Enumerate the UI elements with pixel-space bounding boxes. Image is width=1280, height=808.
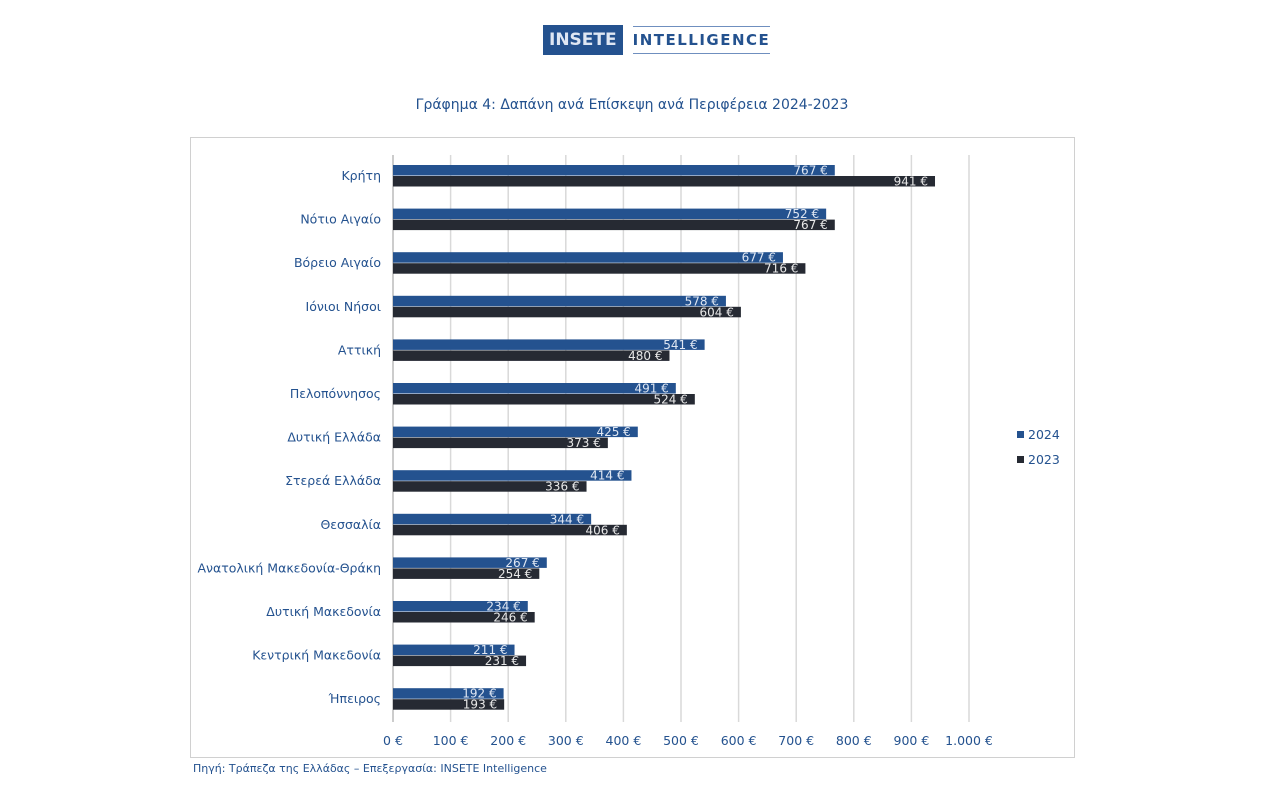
category-label: Ήπειρος	[328, 691, 381, 706]
bar-2023	[393, 612, 535, 623]
bar-2024	[393, 383, 676, 394]
data-label-2024: 767 €	[793, 164, 827, 178]
bar-2023	[393, 394, 695, 405]
data-label-2024: 541 €	[663, 338, 697, 352]
bar-2024	[393, 295, 726, 307]
x-tick-label: 400 €	[606, 733, 642, 748]
logo-mark: INSETE	[543, 25, 623, 55]
bar-2023	[393, 306, 741, 318]
bar-2023	[393, 176, 936, 187]
x-tick-label: 100 €	[433, 733, 469, 748]
data-label-2024: 425 €	[596, 425, 630, 439]
data-label-2023: 716 €	[764, 262, 798, 276]
bar-2023	[393, 219, 835, 231]
data-label-2024: 344 €	[550, 512, 584, 526]
legend-label-2024: 2024	[1028, 427, 1060, 442]
bar-2023	[393, 437, 608, 449]
x-tick-label: 1.000 €	[945, 733, 993, 748]
data-label-2023: 604 €	[700, 305, 734, 319]
category-label: Ανατολική Μακεδονία-Θράκη	[197, 560, 381, 575]
bar-2024	[393, 165, 835, 176]
bar-2023	[393, 263, 806, 274]
data-label-2024: 752 €	[785, 207, 819, 221]
bar-2023	[393, 699, 505, 710]
data-label-2023: 941 €	[894, 175, 928, 189]
x-tick-label: 500 €	[663, 733, 699, 748]
x-tick-label: 600 €	[721, 733, 757, 748]
bar-2023	[393, 350, 670, 361]
bar-2024	[393, 252, 783, 263]
bar-2023	[393, 655, 527, 667]
data-label-2024: 677 €	[742, 251, 776, 265]
data-label-2024: 491 €	[634, 382, 668, 396]
chart-frame	[190, 137, 1075, 758]
bar-2024	[393, 208, 827, 220]
category-label: Κεντρική Μακεδονία	[252, 648, 381, 663]
x-tick-label: 0 €	[383, 733, 403, 748]
x-tick-label: 800 €	[836, 733, 872, 748]
category-label: Στερεά Ελλάδα	[285, 473, 381, 488]
data-label-2024: 234 €	[486, 600, 520, 614]
data-label-2023: 524 €	[653, 393, 687, 407]
data-label-2023: 246 €	[493, 611, 527, 625]
x-tick-label: 700 €	[778, 733, 814, 748]
bar-2024	[393, 513, 592, 525]
data-label-2023: 373 €	[566, 436, 600, 450]
x-tick-label: 200 €	[490, 733, 526, 748]
chart-title: Γράφημα 4: Δαπάνη ανά Επίσκεψη ανά Περιφ…	[415, 97, 849, 113]
data-label-2024: 267 €	[505, 556, 539, 570]
legend-label-2023: 2023	[1028, 452, 1060, 467]
data-label-2024: 414 €	[590, 469, 624, 483]
insete-logo: INSETE INTELLIGENCE	[543, 25, 771, 55]
bar-2023	[393, 481, 587, 492]
bar-2024	[393, 601, 528, 612]
bar-2024	[393, 644, 515, 656]
data-label-2024: 578 €	[685, 294, 719, 308]
bar-2024	[393, 339, 705, 350]
data-label-2023: 193 €	[463, 698, 497, 712]
category-label: Αττική	[338, 342, 381, 357]
category-label: Θεσσαλία	[320, 517, 381, 532]
data-label-2023: 480 €	[628, 349, 662, 363]
data-label-2023: 231 €	[485, 654, 519, 668]
data-label-2023: 406 €	[585, 523, 619, 537]
bar-2024	[393, 688, 504, 699]
category-label: Δυτική Μακεδονία	[266, 604, 381, 619]
data-label-2024: 211 €	[473, 643, 507, 657]
category-label: Ιόνιοι Νήσοι	[306, 299, 381, 314]
category-label: Κρήτη	[341, 168, 381, 183]
data-label-2023: 336 €	[545, 480, 579, 494]
bar-2023	[393, 568, 540, 579]
data-label-2023: 767 €	[793, 218, 827, 232]
x-tick-label: 300 €	[548, 733, 584, 748]
category-label: Νότιο Αιγαίο	[300, 212, 381, 227]
data-label-2024: 192 €	[462, 687, 496, 701]
category-label: Βόρειο Αιγαίο	[294, 255, 381, 270]
source-note: Πηγή: Τράπεζα της Ελλάδας – Επεξεργασία:…	[193, 762, 547, 775]
bar-2024	[393, 557, 547, 568]
bar-2024	[393, 426, 638, 438]
category-label: Πελοπόννησος	[290, 386, 381, 401]
x-tick-label: 900 €	[894, 733, 930, 748]
data-label-2023: 254 €	[498, 567, 532, 581]
logo-text: INTELLIGENCE	[632, 26, 771, 54]
category-label: Δυτική Ελλάδα	[287, 430, 381, 445]
legend-swatch-2023	[1017, 456, 1024, 463]
legend-swatch-2024	[1017, 431, 1024, 438]
bar-2023	[393, 524, 627, 536]
bar-2024	[393, 470, 632, 481]
